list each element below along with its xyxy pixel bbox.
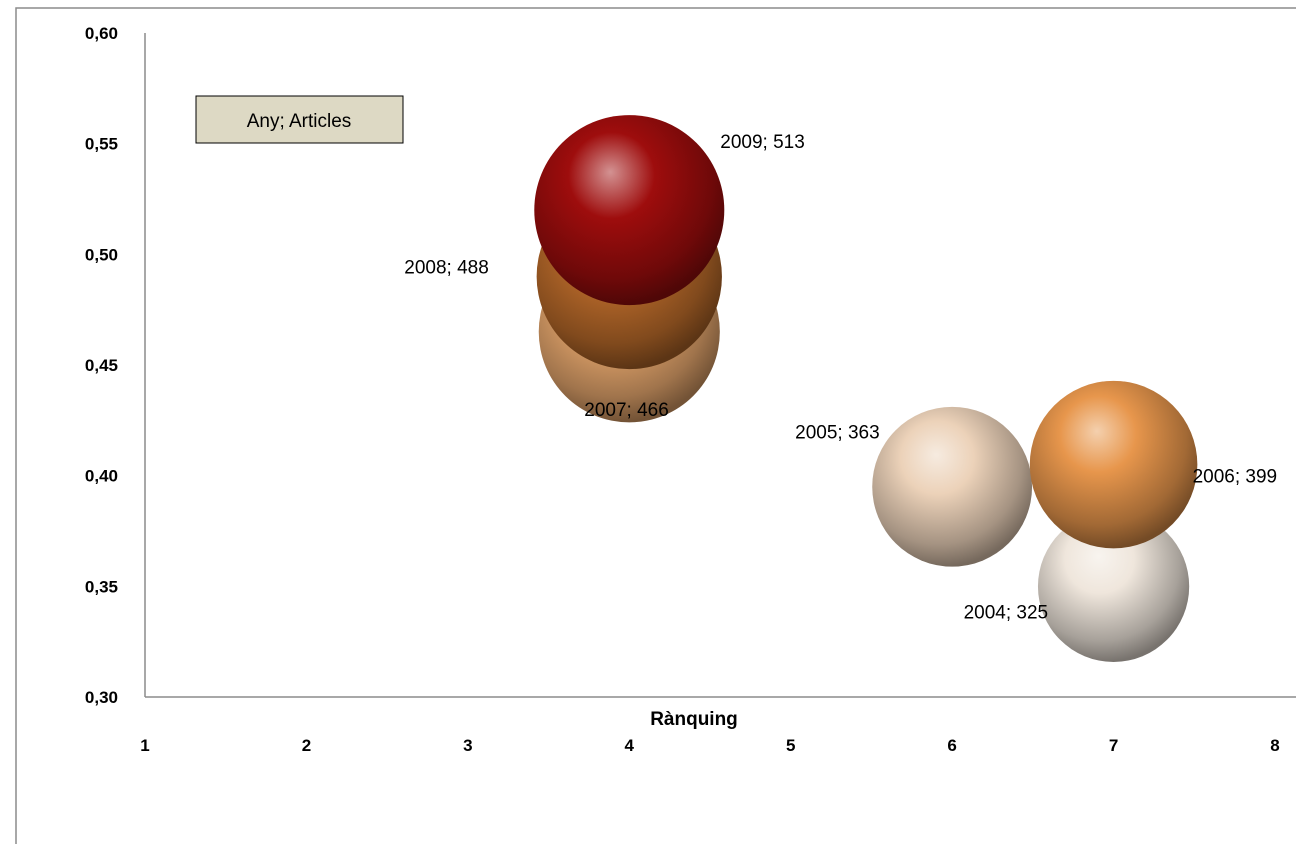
bubble-label-2006: 2006; 399: [1193, 467, 1278, 488]
x-tick-label: 5: [786, 736, 795, 755]
y-tick-label: 0,35: [85, 577, 118, 596]
x-tick-label: 3: [463, 736, 472, 755]
bubble-label-2009: 2009; 513: [720, 132, 805, 153]
bubble-2009: [534, 115, 725, 306]
bubble-labels: 2004; 325 2005; 363 2006; 399 2007; 466 2008…: [404, 132, 1277, 623]
legend-box: Any; Articles: [195, 95, 404, 144]
x-tick-label: 8: [1270, 736, 1279, 755]
y-axis-ticks: 0,30 0,35 0,40 0,45 0,50 0,55 0,60: [85, 24, 118, 707]
bubble-label-2004: 2004; 325: [964, 602, 1049, 623]
legend-box-bg: [195, 95, 404, 144]
x-tick-label: 4: [625, 736, 635, 755]
bubble-2005: [872, 406, 1033, 567]
bubble-2006: [1029, 380, 1198, 549]
y-tick-label: 0,45: [85, 356, 118, 375]
bubble-label-2005: 2005; 363: [795, 423, 880, 444]
bubble-label-2008: 2008; 488: [404, 257, 489, 278]
bubble-2004: [1037, 510, 1190, 662]
x-tick-label: 6: [947, 736, 956, 755]
bubble-label-2007: 2007; 466: [584, 400, 669, 421]
legend-box-text: Any; Articles: [247, 111, 352, 132]
x-axis-ticks: 1 2 3 4 5 6 7 8: [140, 736, 1279, 755]
y-tick-label: 0,55: [85, 135, 118, 154]
chart-frame: [15, 7, 1296, 844]
y-tick-label: 0,30: [85, 688, 118, 707]
x-tick-label: 1: [140, 736, 149, 755]
x-tick-label: 7: [1109, 736, 1118, 755]
y-tick-label: 0,50: [85, 245, 118, 264]
x-axis-title: Rànquing: [650, 709, 738, 730]
bubbles: [534, 115, 1198, 662]
y-tick-label: 0,60: [85, 24, 118, 43]
y-tick-label: 0,40: [85, 467, 118, 486]
x-tick-label: 2: [302, 736, 311, 755]
